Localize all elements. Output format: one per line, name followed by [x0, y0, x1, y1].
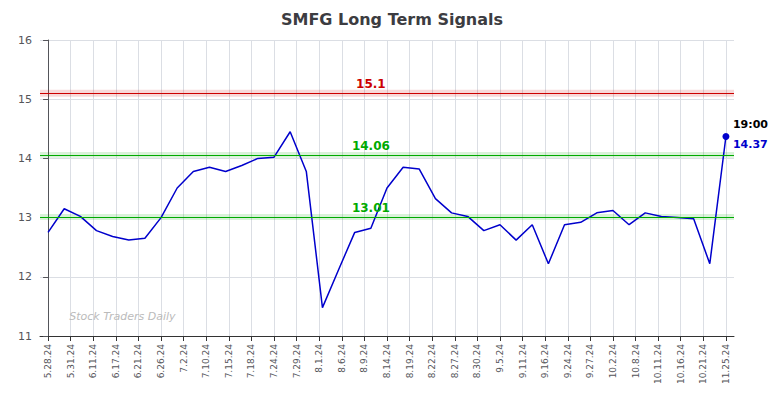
svg-text:11.25.24: 11.25.24 — [721, 344, 731, 384]
svg-text:8.1.24: 8.1.24 — [314, 344, 324, 373]
svg-text:19:00: 19:00 — [733, 118, 768, 131]
svg-text:12: 12 — [18, 270, 32, 283]
svg-text:7.29.24: 7.29.24 — [292, 344, 302, 379]
svg-text:14: 14 — [18, 152, 32, 165]
svg-text:9.27.24: 9.27.24 — [585, 344, 595, 379]
svg-text:14.37: 14.37 — [733, 138, 768, 151]
svg-text:8.27.24: 8.27.24 — [450, 344, 460, 379]
svg-text:6.17.24: 6.17.24 — [111, 344, 121, 379]
svg-text:7.15.24: 7.15.24 — [224, 344, 234, 379]
svg-text:5.28.24: 5.28.24 — [43, 344, 53, 379]
svg-text:10.11.24: 10.11.24 — [653, 344, 663, 384]
svg-text:8.14.24: 8.14.24 — [382, 344, 392, 379]
svg-text:16: 16 — [18, 34, 32, 47]
svg-text:6.26.24: 6.26.24 — [156, 344, 166, 379]
svg-text:8.9.24: 8.9.24 — [359, 344, 369, 373]
svg-text:15.1: 15.1 — [356, 77, 386, 91]
svg-text:13: 13 — [18, 211, 32, 224]
svg-text:8.22.24: 8.22.24 — [427, 344, 437, 379]
svg-text:10.21.24: 10.21.24 — [698, 344, 708, 384]
svg-text:8.19.24: 8.19.24 — [405, 344, 415, 379]
svg-text:10.8.24: 10.8.24 — [631, 344, 641, 379]
svg-text:9.11.24: 9.11.24 — [518, 344, 528, 379]
svg-text:Stock Traders Daily: Stock Traders Daily — [69, 310, 176, 323]
svg-text:9.24.24: 9.24.24 — [563, 344, 573, 379]
svg-text:8.6.24: 8.6.24 — [337, 344, 347, 373]
svg-text:9.16.24: 9.16.24 — [540, 344, 550, 379]
svg-text:7.10.24: 7.10.24 — [201, 344, 211, 379]
svg-text:10.16.24: 10.16.24 — [676, 344, 686, 384]
svg-text:SMFG Long Term Signals: SMFG Long Term Signals — [281, 10, 503, 29]
svg-text:8.30.24: 8.30.24 — [472, 344, 482, 379]
svg-text:14.06: 14.06 — [352, 139, 390, 153]
svg-text:7.18.24: 7.18.24 — [246, 344, 256, 379]
svg-text:6.11.24: 6.11.24 — [88, 344, 98, 379]
svg-text:11: 11 — [18, 330, 32, 343]
svg-text:7.2.24: 7.2.24 — [179, 344, 189, 373]
svg-text:10.2.24: 10.2.24 — [608, 344, 618, 379]
svg-text:9.5.24: 9.5.24 — [495, 344, 505, 373]
svg-text:7.24.24: 7.24.24 — [269, 344, 279, 379]
svg-text:6.21.24: 6.21.24 — [133, 344, 143, 379]
svg-text:13.01: 13.01 — [352, 201, 390, 215]
svg-text:5.31.24: 5.31.24 — [66, 344, 76, 379]
svg-text:15: 15 — [18, 93, 32, 106]
